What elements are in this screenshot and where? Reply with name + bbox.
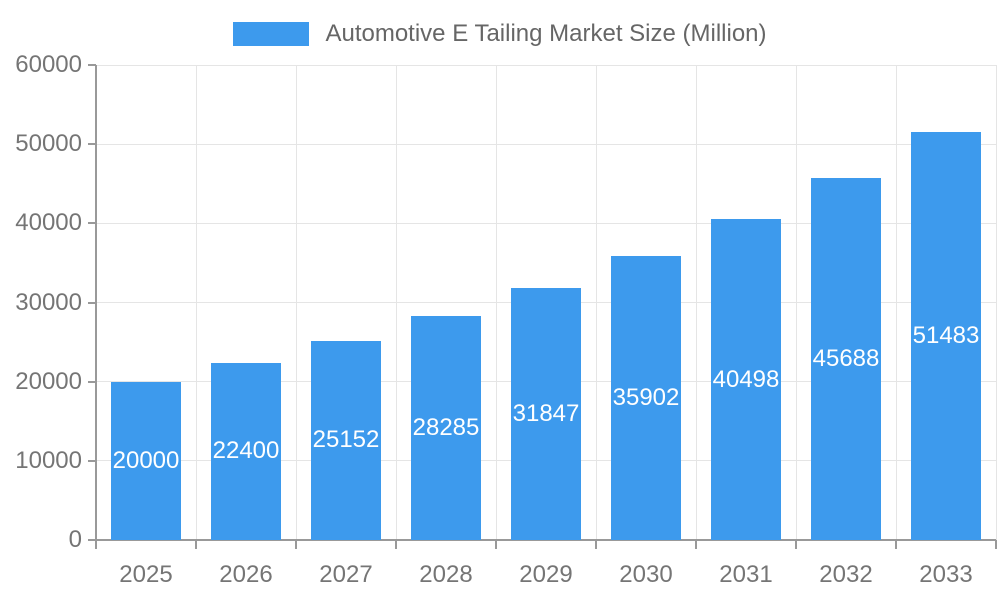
x-axis-tick [195, 540, 197, 549]
bar-2033[interactable]: 51483 [911, 132, 981, 540]
y-axis-tick [88, 380, 96, 383]
x-axis-label-2033: 2033 [919, 561, 973, 588]
bar-value-label: 20000 [112, 446, 180, 474]
x-axis-tick [295, 540, 297, 549]
x-axis-label-2030: 2030 [619, 561, 673, 588]
x-gridline [495, 65, 497, 540]
bar-value-label: 25152 [312, 426, 380, 454]
bar-value-label: 22400 [212, 437, 280, 465]
x-axis-label-2032: 2032 [819, 561, 873, 588]
x-axis-label-2031: 2031 [719, 561, 773, 588]
bar-2028[interactable]: 28285 [411, 316, 481, 540]
bar-value-label: 28285 [412, 414, 480, 442]
y-axis-label: 20000 [15, 367, 82, 395]
bar-value-label: 31847 [512, 399, 580, 427]
x-axis-label-2027: 2027 [319, 561, 373, 588]
y-axis-label: 40000 [15, 209, 82, 237]
legend-swatch [233, 22, 310, 46]
y-gridline [96, 64, 996, 66]
bar-2029[interactable]: 31847 [511, 287, 581, 540]
bar-value-label: 40498 [712, 365, 780, 393]
x-gridline [795, 65, 797, 540]
bar-2032[interactable]: 45688 [811, 178, 881, 540]
y-gridline [96, 143, 996, 145]
y-axis-tick [88, 222, 96, 225]
x-axis-tick [695, 540, 697, 549]
chart-title: Automotive E Tailing Market Size (Millio… [325, 20, 767, 47]
y-axis-tick [88, 301, 96, 304]
y-axis-tick [88, 539, 96, 541]
bar-2025[interactable]: 20000 [111, 381, 181, 540]
x-gridline [595, 65, 597, 540]
y-axis-label: 10000 [15, 446, 82, 474]
y-axis-label: 50000 [15, 130, 82, 158]
x-axis-label-2028: 2028 [419, 561, 473, 588]
bar-value-label: 45688 [812, 345, 880, 373]
bar-2026[interactable]: 22400 [211, 362, 281, 540]
bar-value-label: 51483 [912, 322, 980, 350]
bar-2030[interactable]: 35902 [611, 255, 681, 540]
bar-2031[interactable]: 40498 [711, 219, 781, 540]
y-axis-label: 30000 [15, 288, 82, 316]
x-axis-label-2026: 2026 [219, 561, 273, 588]
y-axis-tick [88, 459, 96, 462]
x-axis-tick [395, 540, 397, 549]
x-axis-tick [495, 540, 497, 549]
x-axis-label-2025: 2025 [119, 561, 173, 588]
x-axis-tick [595, 540, 597, 549]
bar-value-label: 35902 [612, 383, 680, 411]
bar-2027[interactable]: 25152 [311, 340, 381, 540]
y-axis-label: 0 [68, 526, 82, 553]
x-gridline [195, 65, 197, 540]
x-gridline [995, 65, 997, 540]
x-axis-label-2029: 2029 [519, 561, 573, 588]
x-gridline [395, 65, 397, 540]
y-axis-tick [88, 64, 96, 66]
x-axis-tick [995, 540, 997, 549]
x-gridline [895, 65, 897, 540]
x-axis-tick [895, 540, 897, 549]
y-axis-line [95, 65, 97, 542]
x-gridline [295, 65, 297, 540]
y-axis-tick [88, 143, 96, 146]
y-gridline [96, 222, 996, 224]
chart-legend[interactable]: Automotive E Tailing Market Size (Millio… [0, 20, 1000, 48]
x-gridline [695, 65, 697, 540]
x-axis-line [96, 539, 996, 541]
x-axis-tick [795, 540, 797, 549]
y-axis-label: 60000 [15, 51, 82, 78]
x-axis-tick [95, 540, 97, 549]
